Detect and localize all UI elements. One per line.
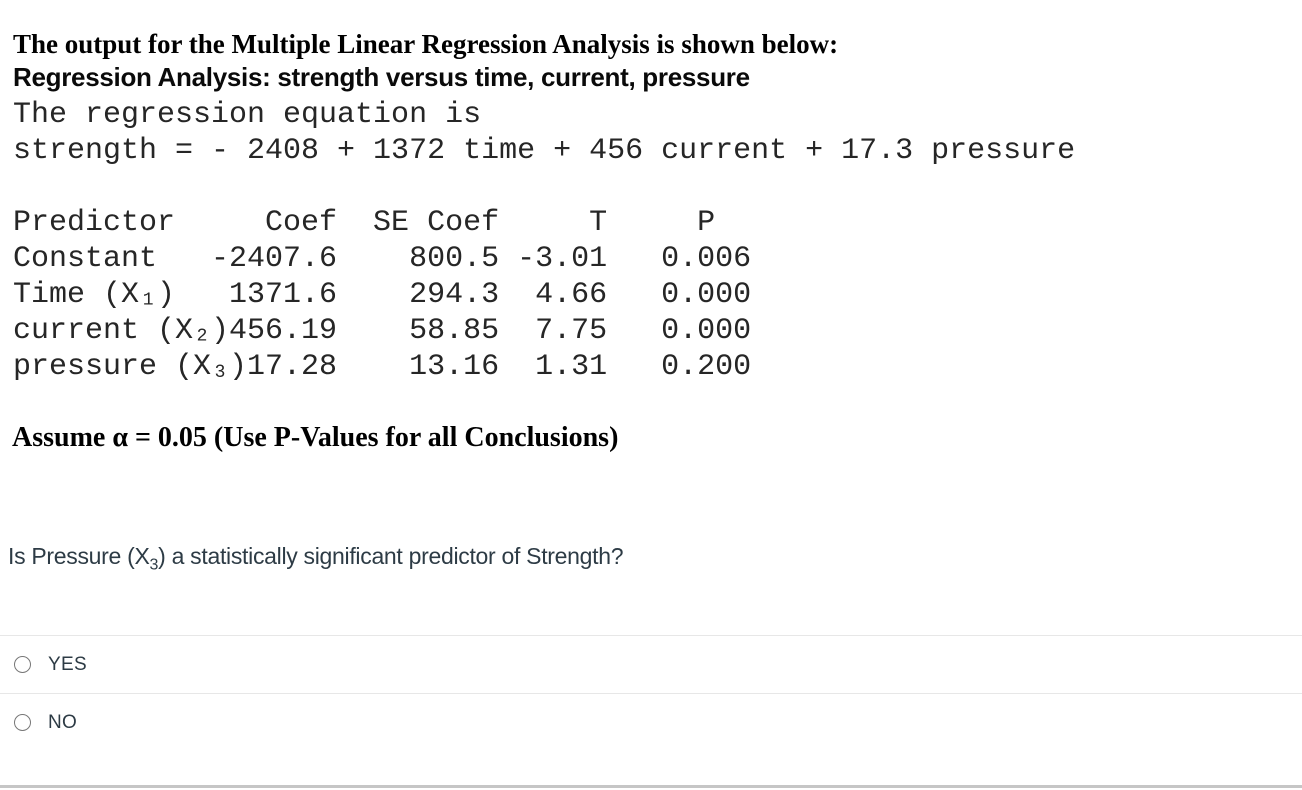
radio-button-no[interactable] — [14, 714, 31, 731]
question-text: Is Pressure (X3) a statistically signifi… — [8, 541, 624, 574]
answer-label-no: NO — [48, 711, 78, 733]
exhibit-title: The output for the Multiple Linear Regre… — [13, 29, 839, 59]
answer-option-no[interactable]: NO — [0, 693, 1302, 751]
answer-option-yes[interactable]: YES — [0, 635, 1302, 693]
question-subscript: 3 — [149, 556, 159, 574]
minitab-regression-output: The regression equation is strength = - … — [13, 98, 1076, 384]
question-text-suffix: ) a statistically significant predictor … — [158, 543, 624, 569]
question-text-prefix: Is Pressure (X — [8, 543, 150, 569]
assumption-note: Assume α = 0.05 (Use P-Values for all Co… — [12, 422, 619, 453]
regression-analysis-heading: Regression Analysis: strength versus tim… — [13, 62, 750, 92]
bottom-divider — [0, 785, 1302, 788]
radio-button-yes[interactable] — [14, 656, 31, 673]
answer-label-yes: YES — [48, 653, 87, 675]
